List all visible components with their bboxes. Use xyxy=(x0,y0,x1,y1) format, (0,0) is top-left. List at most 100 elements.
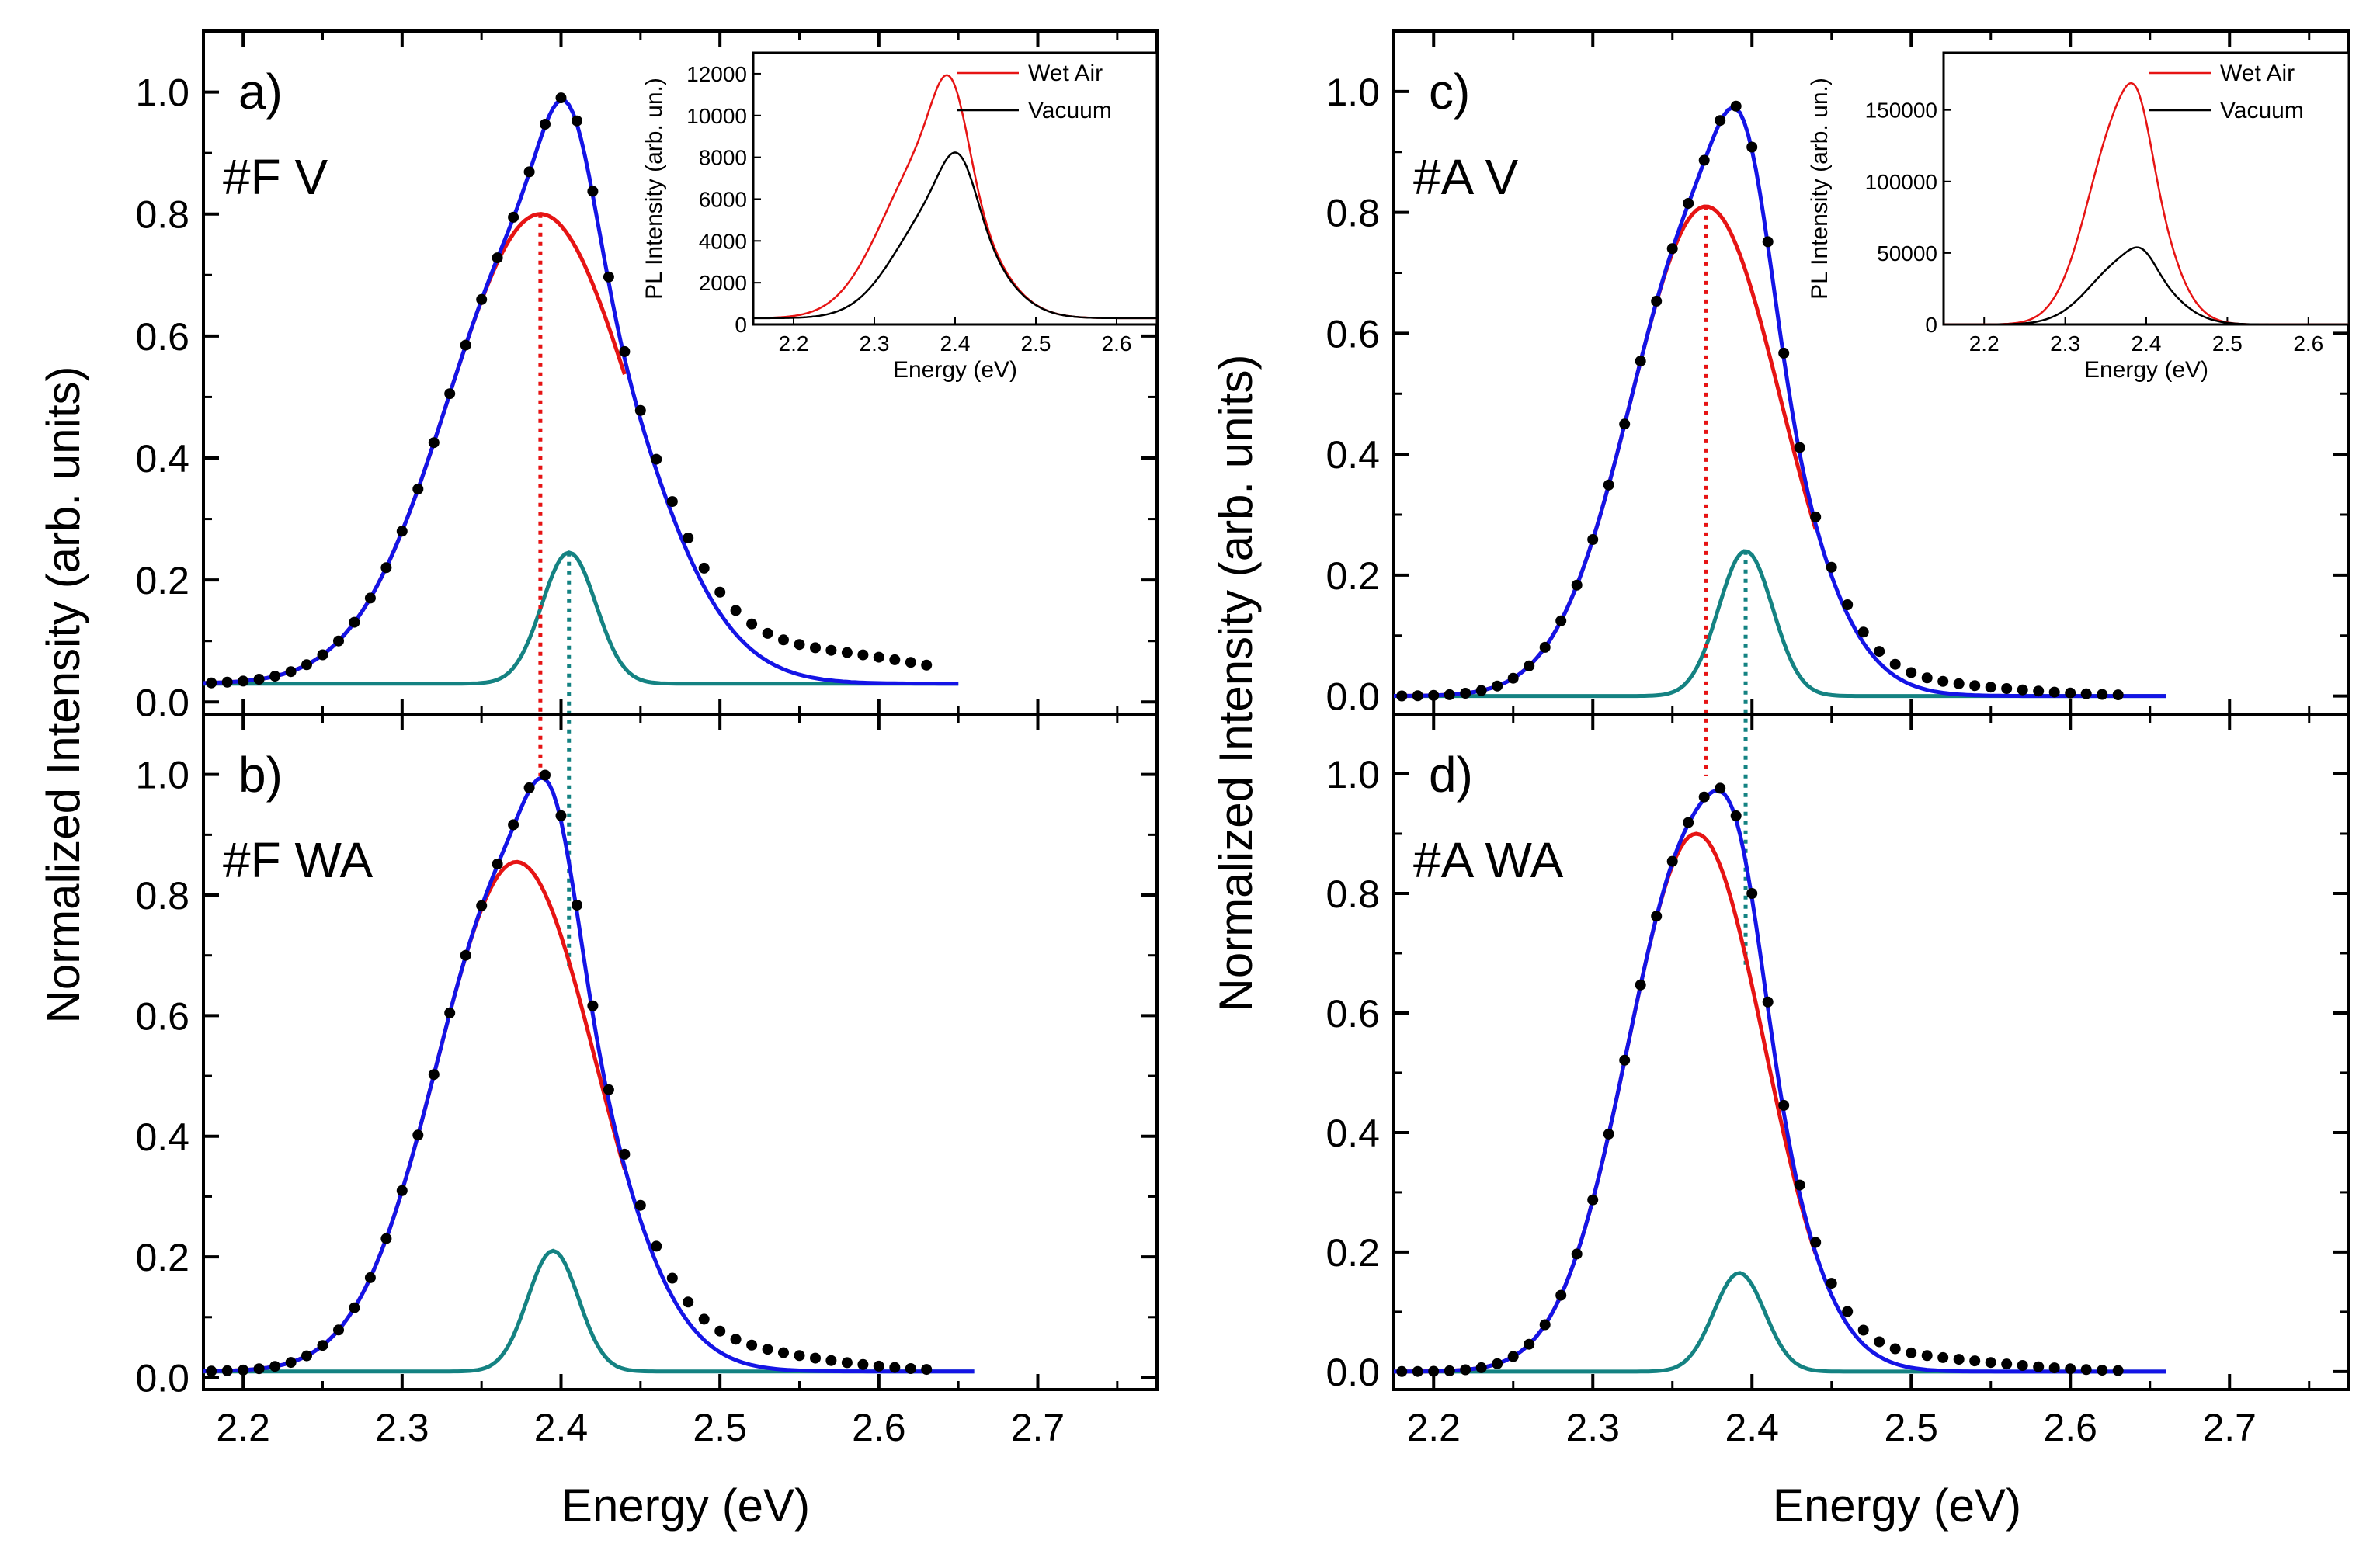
experimental-point-d xyxy=(1396,1365,1408,1377)
experimental-point-a xyxy=(794,639,805,651)
experimental-point-d xyxy=(1603,1128,1614,1140)
experimental-point-d xyxy=(1746,888,1758,899)
experimental-point-c xyxy=(1985,682,1996,693)
experimental-point-c xyxy=(1874,646,1885,658)
panels-layer: 0.00.20.40.60.81.0 a)#F V2.2 2.3 2.4 2.5 2.6 2… xyxy=(135,29,2350,1449)
experimental-point-a xyxy=(412,484,424,494)
experimental-point-a xyxy=(698,562,710,574)
experimental-point-c xyxy=(1906,667,1917,678)
experimental-point-a xyxy=(523,166,535,178)
experimental-point-c xyxy=(1475,685,1487,696)
experimental-point-d xyxy=(1651,911,1663,922)
experimental-point-b xyxy=(810,1352,821,1364)
panel-d-frame xyxy=(1392,713,2350,1391)
y-tick-label-c: 1.0 xyxy=(1326,71,1380,114)
experimental-point-b xyxy=(523,782,535,793)
inset-a-xlabel: Energy (eV) xyxy=(893,357,1017,383)
experimental-point-a xyxy=(889,654,901,665)
inset-a-y-tick-label: 6000 xyxy=(699,187,747,211)
experimental-point-d xyxy=(2033,1361,2045,1372)
experimental-point-a xyxy=(364,592,376,604)
x-tick-label-b: 2.7 xyxy=(1011,1406,1065,1449)
y-tick-label-a: 1.0 xyxy=(135,71,189,115)
experimental-point-a xyxy=(206,677,217,689)
experimental-point-d xyxy=(1571,1248,1583,1260)
y-tick-label-d: 1.0 xyxy=(1326,753,1380,796)
experimental-point-a xyxy=(444,388,456,400)
experimental-point-b xyxy=(492,859,503,869)
experimental-point-a xyxy=(555,92,567,104)
inset-a-frame xyxy=(752,51,1159,326)
experimental-point-d xyxy=(1619,1054,1631,1066)
experimental-point-b xyxy=(857,1358,869,1370)
experimental-point-b xyxy=(253,1363,265,1375)
experimental-point-a xyxy=(460,339,471,351)
experimental-point-b xyxy=(714,1325,726,1337)
experimental-point-d xyxy=(1762,996,1774,1008)
experimental-point-c xyxy=(1698,154,1710,166)
experimental-point-c xyxy=(1555,615,1567,626)
x-tick-label-d: 2.4 xyxy=(1725,1406,1779,1449)
experimental-point-b xyxy=(285,1357,297,1369)
experimental-point-a xyxy=(730,605,742,616)
experimental-point-d xyxy=(1555,1289,1567,1301)
panel-label-b: b) xyxy=(238,747,283,803)
inset-a-y-tick-label: 12000 xyxy=(686,62,747,86)
experimental-point-c xyxy=(1428,689,1440,701)
y-tick-label-a: 0.6 xyxy=(135,315,189,359)
inset-a-y-tick-label: 2000 xyxy=(699,271,747,295)
sample-label-a: #F V xyxy=(223,149,328,205)
experimental-point-a xyxy=(666,496,678,508)
experimental-point-b xyxy=(206,1365,217,1377)
experimental-point-b xyxy=(317,1340,328,1351)
inset-a-ylabel: PL Intensity (arb. un.) xyxy=(641,78,667,300)
experimental-point-d xyxy=(1428,1365,1440,1377)
experimental-point-b xyxy=(698,1313,710,1325)
right-ylabel: Normalized Intensity (arb. units) xyxy=(1210,355,1262,1012)
experimental-point-c xyxy=(1730,100,1742,112)
experimental-point-a xyxy=(921,659,933,671)
x-tick-label-b: 2.5 xyxy=(693,1406,747,1449)
experimental-point-d xyxy=(1666,855,1678,867)
y-tick-label-c: 0.0 xyxy=(1326,675,1380,719)
panel-b: 2.2 2.3 2.4 2.5 2.6 2.7 0.0 0.2 0.4 0.6 0.8 1.0 b) #F… xyxy=(135,713,1159,1449)
y-tick-label-d: 0.6 xyxy=(1326,992,1380,1036)
experimental-point-d xyxy=(1921,1350,1933,1362)
y-tick-label-a: 0.0 xyxy=(135,681,189,724)
experimental-point-a xyxy=(540,119,551,130)
experimental-point-c xyxy=(2017,684,2028,696)
y-tick-label-b: 0.4 xyxy=(135,1115,189,1159)
experimental-point-b xyxy=(905,1363,916,1374)
experimental-point-c xyxy=(2080,688,2092,699)
experimental-point-d xyxy=(1635,979,1646,991)
experimental-point-b xyxy=(746,1339,758,1351)
experimental-point-b xyxy=(841,1357,853,1369)
experimental-point-c xyxy=(1921,672,1933,684)
experimental-point-c xyxy=(2001,683,2013,694)
experimental-point-a xyxy=(651,453,662,465)
inset-c-ylabel: PL Intensity (arb. un.) xyxy=(1807,78,1833,300)
experimental-point-a xyxy=(873,651,884,663)
experimental-point-c xyxy=(1571,579,1583,591)
x-tick-label-d: 2.5 xyxy=(1884,1406,1938,1449)
experimental-point-b xyxy=(364,1272,376,1283)
experimental-point-a xyxy=(603,271,614,283)
experimental-point-d xyxy=(2097,1365,2108,1376)
inset-a-x-tick-label: 2.5 xyxy=(1021,331,1051,356)
experimental-point-a xyxy=(857,649,869,661)
sample-label-d: #A WA xyxy=(1413,832,1564,888)
inset-a-legend-label: Vacuum xyxy=(1028,98,1112,123)
experimental-point-c xyxy=(1635,356,1646,367)
experimental-point-d xyxy=(1810,1237,1822,1248)
experimental-point-c xyxy=(2065,687,2076,699)
experimental-point-d xyxy=(1874,1336,1885,1348)
experimental-point-c xyxy=(1778,347,1790,359)
total-fit-curve-b xyxy=(203,775,975,1374)
experimental-point-b xyxy=(269,1361,281,1372)
component-2-curve-a xyxy=(203,550,959,686)
inset-a-x-tick-label: 2.6 xyxy=(1102,331,1132,356)
experimental-point-a xyxy=(905,657,916,668)
experimental-point-a xyxy=(634,404,646,416)
experimental-point-d xyxy=(1937,1351,1949,1363)
